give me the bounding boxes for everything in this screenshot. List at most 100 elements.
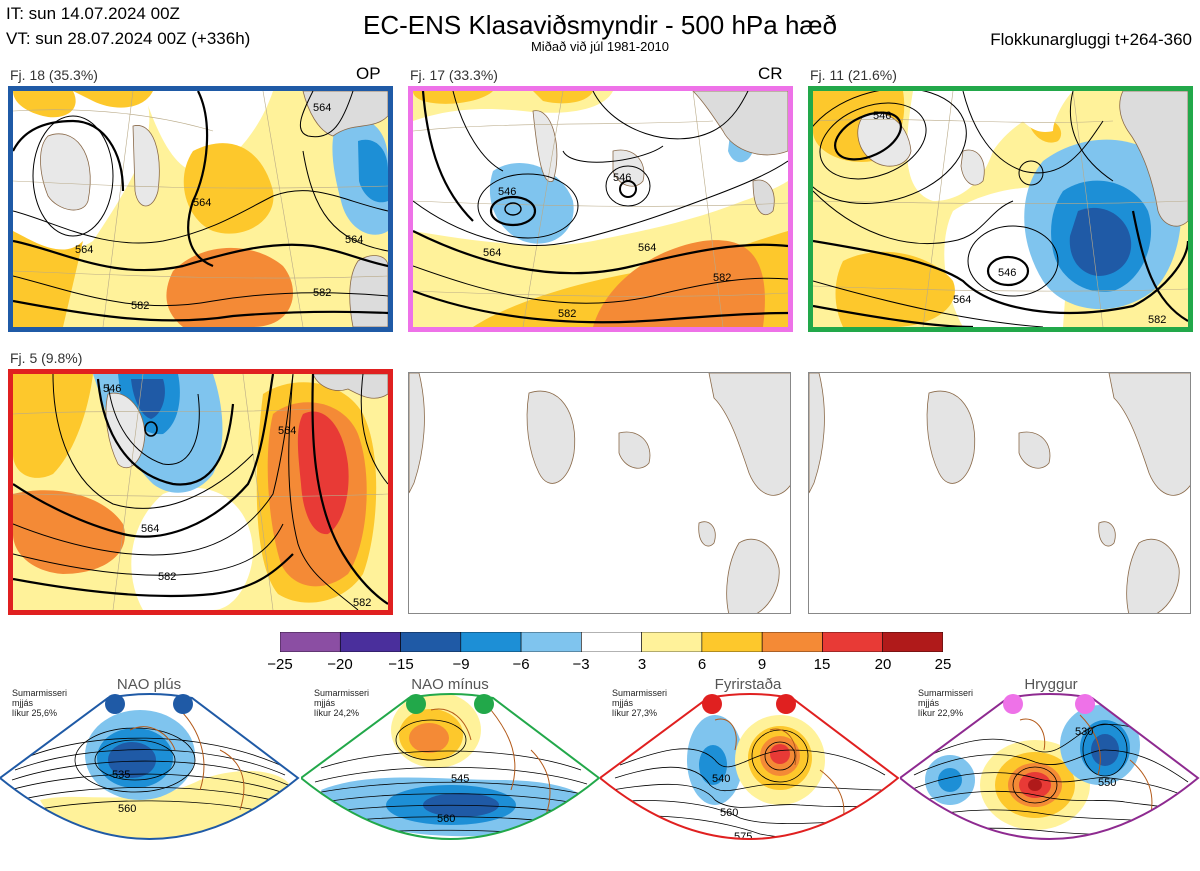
regime-3-season: Sumarmisseri [612,688,668,698]
regime-4-contour-label: 575 [1090,837,1108,849]
cluster-1-tag: OP [356,64,381,83]
colorbar-label: 25 [934,656,952,673]
cluster-2-contour-label: 546 [613,172,631,184]
regime-2-marker [406,694,426,714]
regime-3-marker [776,694,796,714]
cluster-2-caption: Fj. 17 (33.3%) [410,67,498,83]
regime-4-marker [1003,694,1023,714]
regime-4-contour-label: 550 [1098,777,1116,789]
regime-2-map: 545 560 575 [301,693,601,861]
colorbar-swatch [339,631,401,653]
colorbar-label: 15 [813,656,831,673]
colorbar-label: 3 [637,656,647,673]
initial-time: IT: sun 14.07.2024 00Z [6,4,180,23]
colorbar-swatch [279,631,341,653]
regime-1-season: Sumarmisseri [12,688,68,698]
cluster-2-contour-label: 564 [638,242,656,254]
cluster-4-contour-label: 582 [353,597,371,609]
regime-2-contour-label: 560 [437,813,455,825]
regime-1-map: 535 560 [0,693,300,840]
colorbar-label: −3 [572,656,590,673]
regime-2-contour-label: 545 [451,773,469,785]
cluster-2-tag: CR [758,64,783,83]
regime-4-mean: mjjás [918,698,940,708]
cluster-3-contour-label: 546 [998,267,1016,279]
cluster-4-map: 564 546 564 582 582 [8,369,393,615]
regime-2-info: Sumarmisseri mjjás líkur 24,2% [314,688,369,718]
regime-4-prob: líkur 22,9% [918,708,964,718]
colorbar-swatch [581,631,642,653]
regime-4-season: Sumarmisseri [918,688,974,698]
cluster-3-contour-label: 546 [873,110,891,122]
colorbar-label: 20 [874,656,892,673]
regime-1-contour-label: 535 [112,769,130,781]
regime-2-mean: mjjás [314,698,336,708]
regime-3-mean: mjjás [612,698,634,708]
regime-3-title: Fyrirstaða [714,676,782,693]
regime-3-marker [702,694,722,714]
regime-3-contour-label: 575 [734,831,752,843]
regime-4-info: Sumarmisseri mjjás líkur 22,9% [918,688,973,718]
regime-1-mean: mjjás [12,698,34,708]
colorbar-label: −9 [452,656,470,673]
regime-1-prob: líkur 25,6% [12,708,58,718]
cluster-3-map: 546 546 564 582 [808,86,1193,332]
cluster-4-caption: Fj. 5 (9.8%) [10,350,83,366]
colorbar-label: −20 [327,656,353,673]
cluster-3-contour-label: 582 [1148,314,1166,326]
colorbar [279,631,944,653]
cluster-4-contour-label: 582 [158,571,176,583]
cluster-1-contour-label: 564 [193,197,211,209]
colorbar-swatch [761,631,823,653]
colorbar-label: −15 [388,656,414,673]
colorbar-label: −25 [267,656,293,673]
cluster-4-contour-label: 564 [141,523,159,535]
cluster-1-contour-label: 564 [313,102,331,114]
colorbar-swatch [701,631,763,653]
colorbar-label: 9 [757,656,767,673]
page-title: EC-ENS Klasaviðsmyndir - 500 hPa hæð [363,10,837,40]
colorbar-label: 6 [697,656,707,673]
cluster-1-caption: Fj. 18 (35.3%) [10,67,98,83]
classification-window: Flokkunargluggi t+264-360 [990,30,1192,49]
regime-3-contour-label: 560 [720,807,738,819]
regime-3-prob: líkur 27,3% [612,708,658,718]
regime-2-marker [474,694,494,714]
cluster-1-contour-label: 582 [131,300,149,312]
cluster-1-contour-label: 582 [313,287,331,299]
regime-4-map: 530 550 575 [900,693,1200,849]
regime-1-info: Sumarmisseri mjjás líkur 25,6% [12,688,67,718]
cluster-2-contour-label: 564 [483,247,501,259]
regime-1-marker [105,694,125,714]
empty-map-1 [408,372,791,614]
cluster-2-contour-label: 582 [558,308,576,320]
regime-2-season: Sumarmisseri [314,688,370,698]
regime-4-contour-label: 530 [1075,726,1093,738]
colorbar-label: −6 [512,656,530,673]
regime-2-prob: líkur 24,2% [314,708,360,718]
regime-3-map: 540 560 575 [600,693,900,843]
colorbar-swatch [400,631,462,653]
colorbar-swatch [882,631,944,653]
regime-2-title: NAO mínus [411,676,489,693]
cluster-2-map: 546 546 564 564 582 582 [408,86,793,332]
cluster-3-caption: Fj. 11 (21.6%) [810,67,897,83]
regime-4-marker [1075,694,1095,714]
colorbar-swatch [822,631,883,653]
colorbar-swatch [460,631,522,653]
cluster-4-contour-label: 546 [103,383,121,395]
regime-4-title: Hryggur [1024,676,1078,693]
cluster-3-contour-label: 564 [953,294,971,306]
colorbar-swatch [641,631,703,653]
regime-1-title: NAO plús [116,676,182,693]
regime-1-marker [173,694,193,714]
cluster-4-contour-label: 564 [278,425,296,437]
regime-3-contour-label: 540 [712,773,730,785]
cluster-2-contour-label: 582 [713,272,731,284]
cluster-2-contour-label: 546 [498,186,516,198]
cluster-1-map: 564 564 564 564 582 582 [8,86,393,332]
page-subtitle: Miðað við júl 1981-2010 [530,39,670,54]
empty-map-2 [808,372,1191,614]
regime-2-contour-label: 575 [447,849,465,861]
colorbar-swatch [520,631,582,653]
